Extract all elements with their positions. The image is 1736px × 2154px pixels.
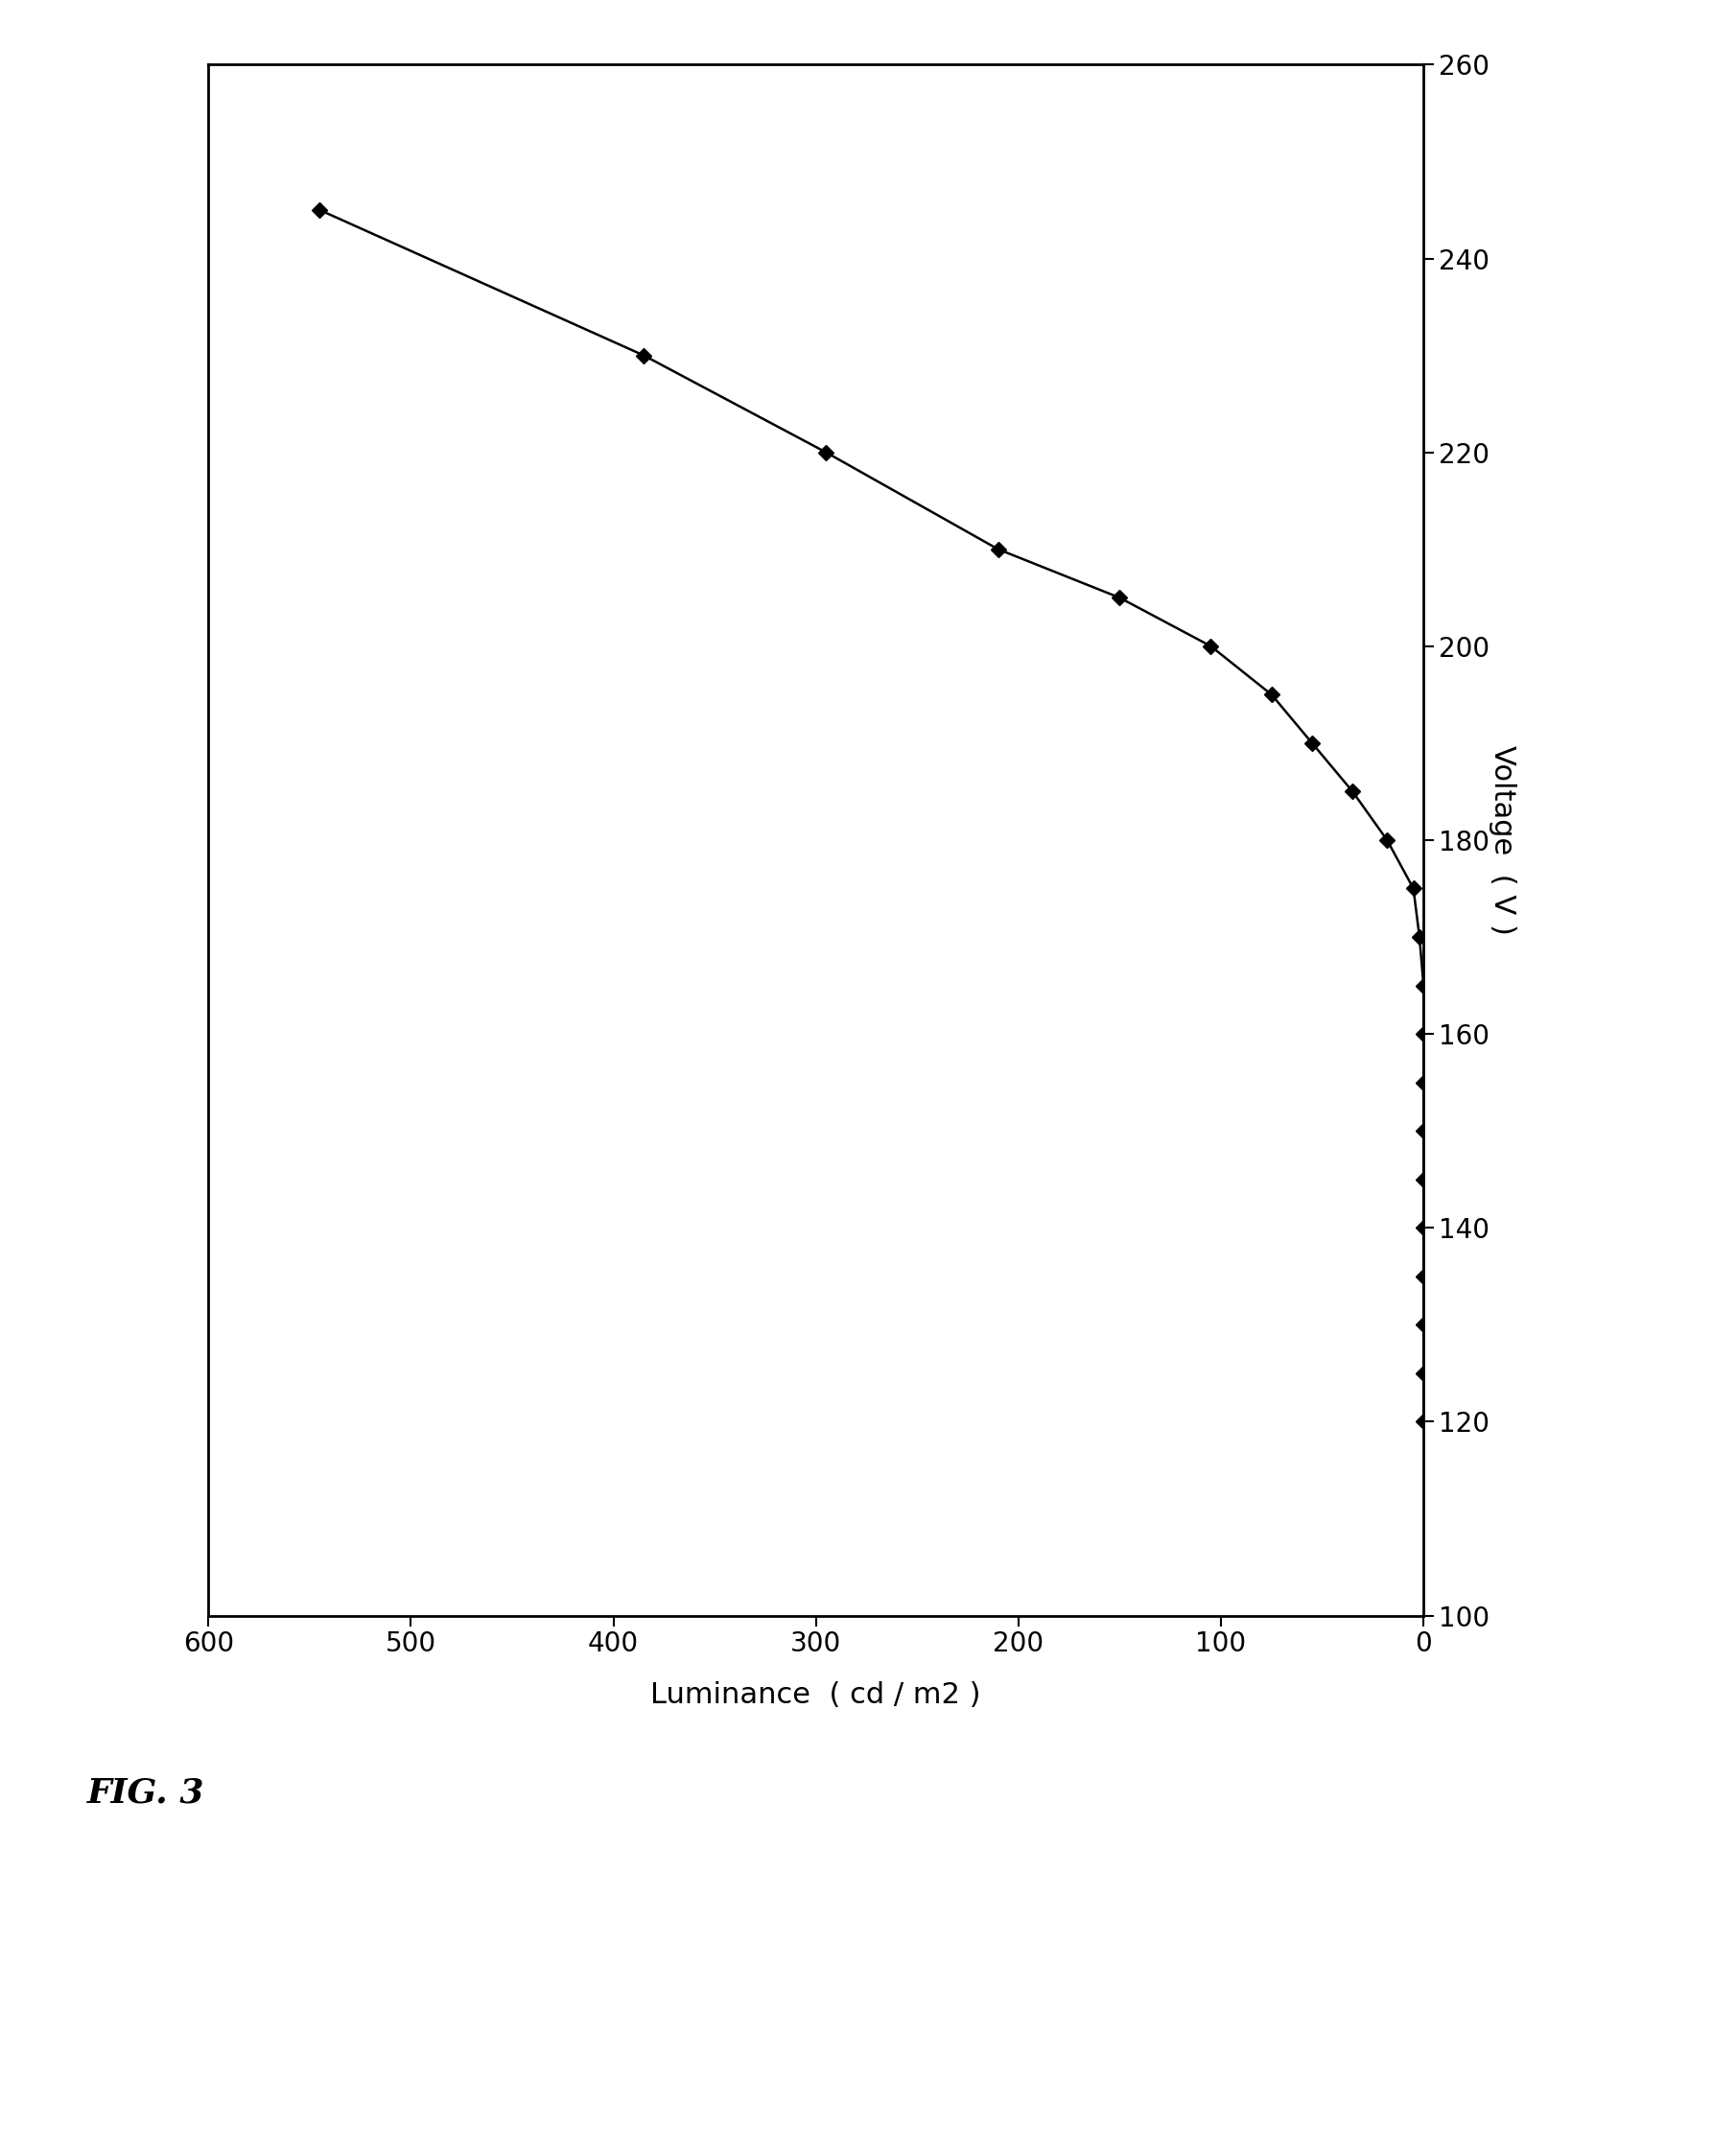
Y-axis label: Voltage  ( V ): Voltage ( V ) — [1488, 745, 1517, 935]
X-axis label: Luminance  ( cd / m2 ): Luminance ( cd / m2 ) — [651, 1682, 981, 1710]
Text: FIG. 3: FIG. 3 — [87, 1777, 205, 1809]
